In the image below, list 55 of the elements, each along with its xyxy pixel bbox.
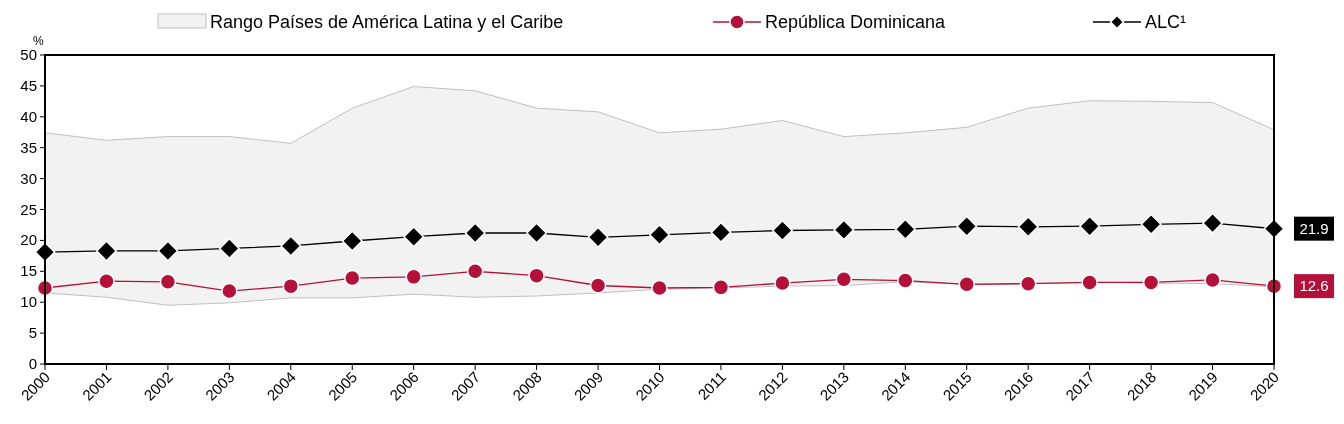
- point: [835, 271, 853, 288]
- y-tick-label: 30: [20, 169, 37, 187]
- legend-label: Rango Países de América Latina y el Caribe: [210, 12, 564, 32]
- point: [526, 222, 548, 244]
- point: [897, 272, 914, 289]
- point: [218, 237, 240, 259]
- y-tick-label: 5: [28, 324, 37, 342]
- legend-label: ALC¹: [1145, 12, 1187, 32]
- point: [651, 279, 668, 297]
- point: [344, 269, 361, 287]
- point: [771, 220, 793, 242]
- data-label: 21.9: [1299, 219, 1329, 237]
- point: [405, 268, 422, 286]
- point: [1142, 274, 1160, 291]
- point: [1081, 274, 1098, 291]
- point: [589, 277, 607, 294]
- point: [403, 226, 425, 248]
- legend-label: República Dominicana: [765, 12, 947, 32]
- point: [98, 272, 115, 290]
- point: [712, 279, 730, 296]
- point: [341, 230, 363, 252]
- y-tick-label: 0: [28, 355, 37, 372]
- y-tick-label: 40: [20, 107, 37, 125]
- point: [528, 267, 545, 284]
- point: [95, 240, 117, 262]
- point: [1140, 213, 1162, 235]
- point: [894, 218, 916, 240]
- y-tick-label: 45: [20, 76, 37, 94]
- data-label: 12.6: [1299, 277, 1329, 295]
- y-tick-label: 15: [20, 262, 37, 280]
- y-tick-label: 35: [20, 138, 37, 156]
- point: [710, 221, 732, 243]
- point: [1017, 216, 1039, 238]
- point: [1019, 275, 1037, 292]
- point: [833, 219, 855, 241]
- point: [464, 222, 486, 244]
- y-tick-label: 10: [20, 293, 37, 311]
- point: [466, 263, 484, 280]
- point: [221, 282, 238, 300]
- y-tick-label: 50: [20, 46, 37, 63]
- y-tick-label: 25: [20, 200, 37, 218]
- point: [774, 274, 791, 292]
- point: [157, 240, 179, 262]
- point: [956, 215, 978, 237]
- point: [1079, 215, 1101, 237]
- point: [649, 224, 670, 246]
- y-axis-title: %: [33, 34, 44, 48]
- point: [280, 235, 302, 257]
- point: [159, 273, 177, 291]
- point: [1202, 212, 1224, 234]
- point: [1204, 271, 1221, 289]
- point: [587, 226, 609, 248]
- y-tick-label: 20: [20, 231, 37, 249]
- point: [282, 277, 300, 295]
- point: [958, 276, 975, 293]
